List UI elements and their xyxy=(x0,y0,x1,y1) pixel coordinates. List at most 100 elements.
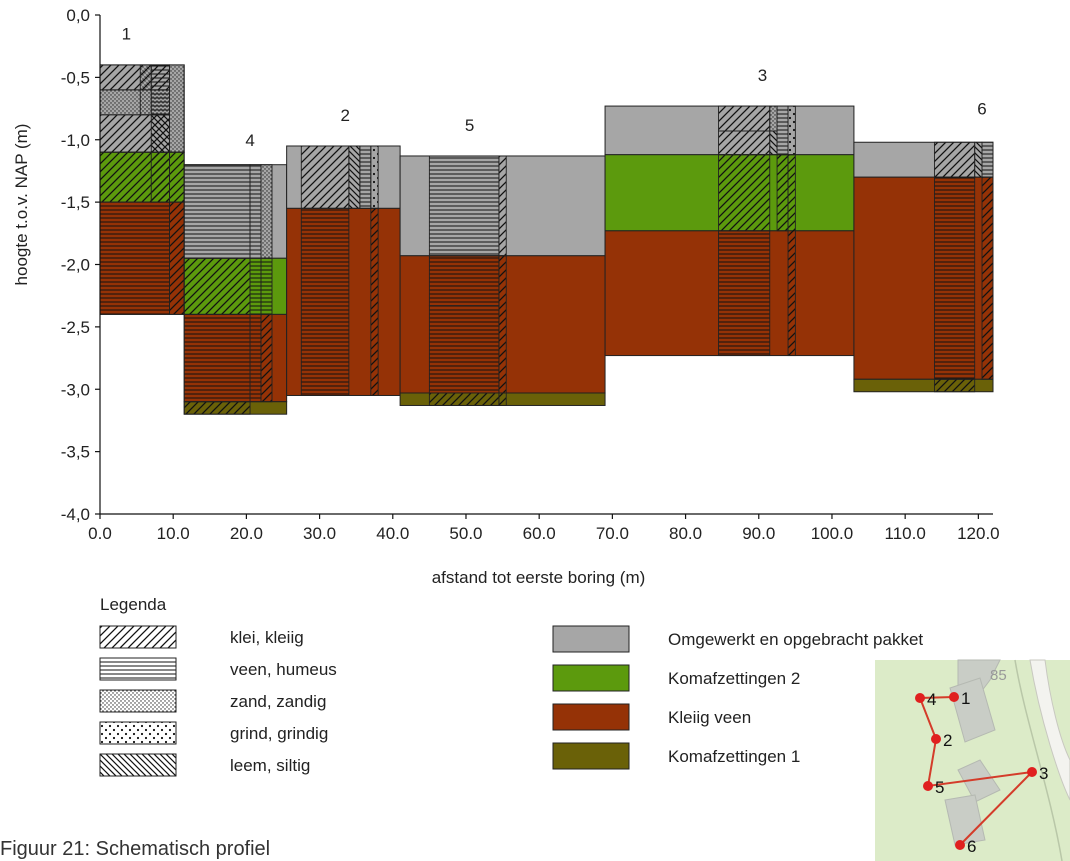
x-tick-label: 0.0 xyxy=(88,524,112,543)
layer-leem xyxy=(150,114,170,153)
layer-klei xyxy=(150,151,170,203)
map-building xyxy=(944,794,986,846)
x-tick-label: 120.0 xyxy=(957,524,1000,543)
layer-klei xyxy=(183,257,251,315)
borings xyxy=(99,64,994,415)
legend-label: veen, humeus xyxy=(230,660,337,679)
map-house-number: 85 xyxy=(990,667,1007,684)
map-path xyxy=(1014,659,1063,861)
y-tick-label: -3,5 xyxy=(61,443,90,462)
layer-veen xyxy=(428,155,500,257)
layer-veen xyxy=(300,207,350,396)
legend-label: Komafzettingen 1 xyxy=(668,747,800,766)
x-tick-label: 30.0 xyxy=(303,524,336,543)
layer-leem xyxy=(348,145,361,209)
y-tick-label: -2,5 xyxy=(61,318,90,337)
layer-klei xyxy=(370,207,379,396)
boring-2 xyxy=(300,145,379,396)
layer-klei xyxy=(498,155,507,257)
layer-veen xyxy=(428,255,500,307)
boring-6 xyxy=(933,141,994,393)
x-tick-label: 20.0 xyxy=(230,524,263,543)
layer-veen xyxy=(150,64,170,116)
map-point-label: 1 xyxy=(961,689,970,708)
layer-veen xyxy=(99,201,170,315)
axes: 0,0 -0,5 -1,0 -1,5 -2,0 -2,5 -3,0 -3,5 -4,00.0 10… xyxy=(12,6,1000,587)
layer-klei xyxy=(498,392,507,406)
legend-swatch-grind xyxy=(99,721,177,745)
layer-veen xyxy=(981,141,994,178)
layer-leem xyxy=(769,130,778,156)
layer-veen xyxy=(183,313,251,403)
layer-klei xyxy=(718,130,771,156)
layer-zand xyxy=(769,105,778,132)
legend-swatch-green xyxy=(552,664,630,692)
x-tick-label: 40.0 xyxy=(376,524,409,543)
layer-klei xyxy=(787,154,796,357)
boring-labels: 1 4 2 5 3 6 xyxy=(122,25,987,150)
legend-swatch-veen xyxy=(99,657,177,681)
legend-swatch-klei xyxy=(99,625,177,649)
y-tick-label: -0,5 xyxy=(61,68,90,87)
layer-zand xyxy=(260,164,273,259)
x-tick-label: 70.0 xyxy=(596,524,629,543)
x-tick-label: 90.0 xyxy=(742,524,775,543)
layer-zand xyxy=(169,64,185,153)
location-map: 85 1 4 2 5 3 6 xyxy=(875,659,1070,861)
legend-label: Omgewerkt en opgebracht pakket xyxy=(668,630,923,649)
map-point-3 xyxy=(1027,767,1037,777)
map-building xyxy=(949,677,996,743)
layer-veen xyxy=(183,164,251,259)
boring-label: 4 xyxy=(245,131,254,150)
legend-label: klei, kleiig xyxy=(230,628,304,647)
layer-zand xyxy=(139,64,152,116)
x-tick-label: 110.0 xyxy=(885,524,926,543)
boring-label: 6 xyxy=(977,100,986,119)
boring-label: 1 xyxy=(122,25,131,44)
layer-veen xyxy=(933,176,976,380)
legend-swatch-leem xyxy=(99,753,177,777)
map-building xyxy=(957,759,1001,803)
boring-4 xyxy=(183,164,273,415)
layer-klei xyxy=(981,176,994,380)
legend-label: grind, grindig xyxy=(230,724,328,743)
layer-veen xyxy=(260,257,273,315)
layer-klei xyxy=(776,154,789,232)
layer-klei xyxy=(718,154,771,232)
layer-klei xyxy=(300,145,350,209)
legend-label: zand, zandig xyxy=(230,692,326,711)
legend-label: leem, siltig xyxy=(230,756,310,775)
boring-1 xyxy=(99,64,185,315)
layer-klei xyxy=(260,313,273,403)
legend: Legenda klei, kleiig veen, humeus zand, zan… xyxy=(99,595,923,777)
map-point-label: 5 xyxy=(935,778,944,797)
legend-swatch-brown xyxy=(552,703,630,731)
layer-grind xyxy=(370,145,379,209)
boring-label: 2 xyxy=(340,106,349,125)
x-tick-label: 80.0 xyxy=(669,524,702,543)
boring-5 xyxy=(428,155,507,406)
y-axis-title: hoogte t.o.v. NAP (m) xyxy=(12,124,31,286)
layer-klei xyxy=(933,378,976,393)
y-tick-label: -2,0 xyxy=(61,256,90,275)
legend-label: Kleiig veen xyxy=(668,708,751,727)
y-tick-label: -3,0 xyxy=(61,380,90,399)
x-tick-label: 10.0 xyxy=(157,524,190,543)
layer-klei xyxy=(169,151,185,203)
layer-veen xyxy=(776,105,789,156)
boring-3 xyxy=(718,105,796,357)
x-tick-label: 50.0 xyxy=(449,524,482,543)
legend-swatch-zand xyxy=(99,689,177,713)
map-road xyxy=(1029,659,1070,801)
legend-label: Komafzettingen 2 xyxy=(668,669,800,688)
y-tick-label: -1,5 xyxy=(61,193,90,212)
map-point-label: 4 xyxy=(927,690,936,709)
x-axis-title: afstand tot eerste boring (m) xyxy=(432,568,646,587)
layer-klei xyxy=(498,255,507,394)
map-route-line xyxy=(918,696,1035,846)
layer-veen xyxy=(249,257,262,315)
layer-veen xyxy=(428,305,500,394)
x-tick-label: 100.0 xyxy=(811,524,854,543)
layer-klei xyxy=(183,401,251,415)
